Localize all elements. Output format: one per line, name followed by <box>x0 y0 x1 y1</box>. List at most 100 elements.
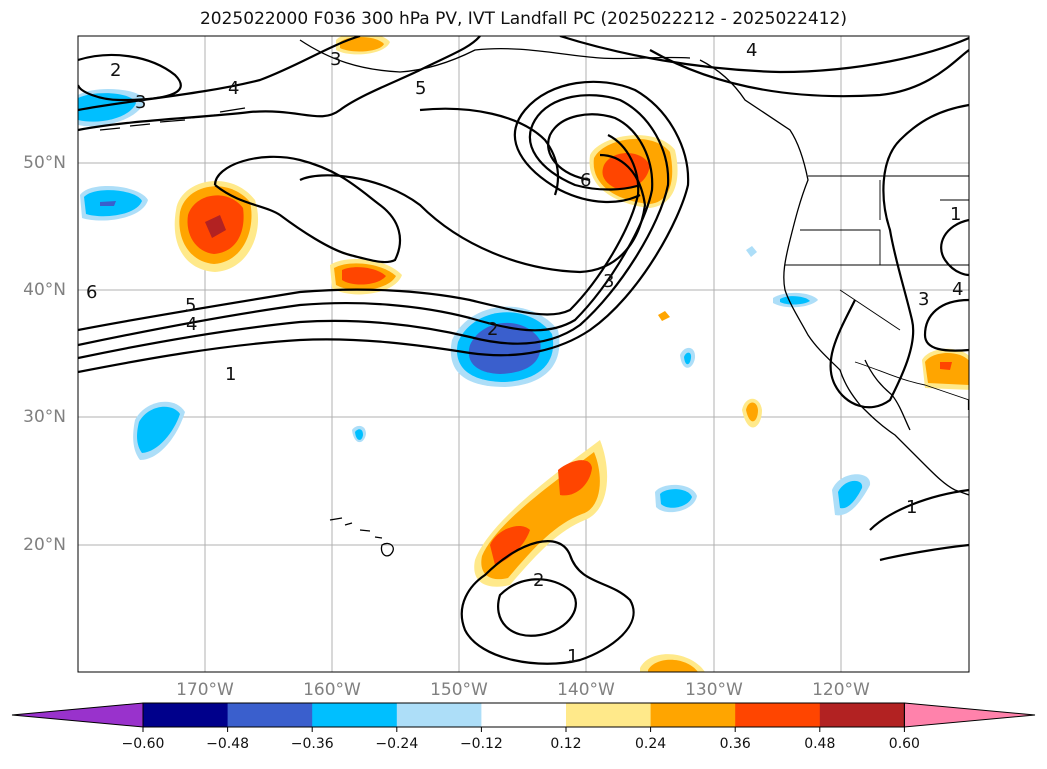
colorbar-tick-label: 0.60 <box>888 736 920 752</box>
blob-negative <box>137 406 180 453</box>
border-us-mexico <box>854 361 969 401</box>
pv-contour <box>497 578 577 637</box>
colorbar-segment <box>143 703 229 727</box>
pv-contour <box>78 113 654 347</box>
contour-label: 1 <box>906 497 917 518</box>
pv-contour <box>940 218 969 277</box>
contour-label: 4 <box>746 40 757 61</box>
colorbar-tick-label: −0.60 <box>121 736 165 752</box>
border-state <box>839 289 901 331</box>
contour-label: 3 <box>918 289 929 310</box>
contour-label: 1 <box>225 364 236 385</box>
colorbar-tick-label: 0.12 <box>550 736 582 752</box>
coastline-north-america <box>699 59 969 496</box>
contour-label: 6 <box>580 170 591 191</box>
colorbar-segment <box>566 703 652 727</box>
map-title: 2025022000 F036 300 hPa PV, IVT Landfall… <box>199 9 847 29</box>
blob-positive <box>658 311 670 321</box>
contour-label: 4 <box>228 78 239 99</box>
colorbar-segment <box>396 703 482 727</box>
colorbar-segment <box>735 703 821 727</box>
pv-contour <box>829 103 969 409</box>
longitude-label: 120°W <box>812 680 870 700</box>
pv-contour <box>78 53 182 102</box>
contour-label: 2 <box>533 570 544 591</box>
blob-negative <box>660 489 692 508</box>
colorbar-tick-label: 0.48 <box>804 736 836 752</box>
pv-contour <box>78 36 361 112</box>
colorbar-segment <box>481 703 567 727</box>
contour-label: 2 <box>110 60 121 81</box>
coastline-baja <box>864 359 911 431</box>
contour-label: 5 <box>415 78 426 99</box>
pv-contour <box>460 540 635 665</box>
colorbar-tick-label: 0.24 <box>635 736 667 752</box>
blob-positive <box>940 362 952 370</box>
pv-contour <box>419 107 560 196</box>
colorbar-tick-label: −0.36 <box>290 736 334 752</box>
coastline-aleutians <box>99 107 246 131</box>
blob-negative <box>100 201 116 206</box>
border-state <box>800 229 881 265</box>
colorbar-tick-label: −0.48 <box>206 736 250 752</box>
pv-contour <box>78 80 690 374</box>
contour-label: 6 <box>86 282 97 303</box>
colorbar-segment <box>650 703 736 727</box>
longitude-label: 130°W <box>685 680 743 700</box>
colorbar-outline <box>142 702 905 728</box>
pv-contour <box>649 49 969 98</box>
colorbar-segment <box>819 703 905 727</box>
colorbar-extend-max <box>903 702 1036 728</box>
contour-label: 3 <box>603 271 614 292</box>
blob-negative <box>746 246 757 257</box>
latitude-label: 50°N <box>23 153 66 173</box>
contour-label: 4 <box>952 279 963 300</box>
longitude-label: 140°W <box>557 680 615 700</box>
blob-positive <box>746 402 758 422</box>
contour-label: 3 <box>330 49 341 70</box>
blob-positive <box>648 659 698 672</box>
longitude-label: 170°W <box>176 680 234 700</box>
contour-label: 5 <box>185 295 196 316</box>
blob-negative <box>684 352 692 365</box>
map-frame <box>77 35 970 673</box>
pv-contours <box>78 36 969 665</box>
blob-positive <box>490 525 530 565</box>
coastline-alaska <box>299 39 691 73</box>
longitude-label: 160°W <box>303 680 361 700</box>
latitude-label: 20°N <box>23 535 66 555</box>
blob-positive <box>205 215 226 238</box>
colorbar-tick-label: −0.12 <box>459 736 503 752</box>
blob-negative <box>468 322 541 374</box>
borders <box>785 175 969 401</box>
contour-label: 2 <box>487 319 498 340</box>
blob-positive <box>342 267 386 285</box>
pv-contour <box>559 36 969 74</box>
pc-positive-blobs <box>174 36 969 672</box>
pv-contour <box>78 36 481 132</box>
contour-label-layer: 2 3 4 5 3 5 4 1 6 3 2 4 2 1 1 6 1 3 4 <box>86 40 963 667</box>
contour-label: 4 <box>186 314 197 335</box>
pv-contour <box>299 153 647 274</box>
pv-contour <box>923 298 969 352</box>
blob-negative <box>780 296 810 305</box>
blob-positive <box>340 36 384 52</box>
latitude-label: 40°N <box>23 280 66 300</box>
blob-negative <box>355 429 363 440</box>
colorbar-segment <box>312 703 398 727</box>
contour-label: 1 <box>567 646 578 667</box>
contour-label: 3 <box>135 92 146 113</box>
coastlines <box>99 39 969 557</box>
blob-positive <box>558 460 592 496</box>
colorbar-tick-label: −0.24 <box>375 736 419 752</box>
colorbar-tick-label: 0.36 <box>719 736 751 752</box>
pv-contour <box>78 94 670 360</box>
contour-label: 1 <box>950 204 961 225</box>
latitude-label: 30°N <box>23 407 66 427</box>
pc-negative-blobs <box>78 88 871 516</box>
pv-contour <box>879 543 969 562</box>
pv-contour <box>213 155 402 264</box>
colorbar <box>11 702 1036 732</box>
longitude-label: 150°W <box>430 680 488 700</box>
